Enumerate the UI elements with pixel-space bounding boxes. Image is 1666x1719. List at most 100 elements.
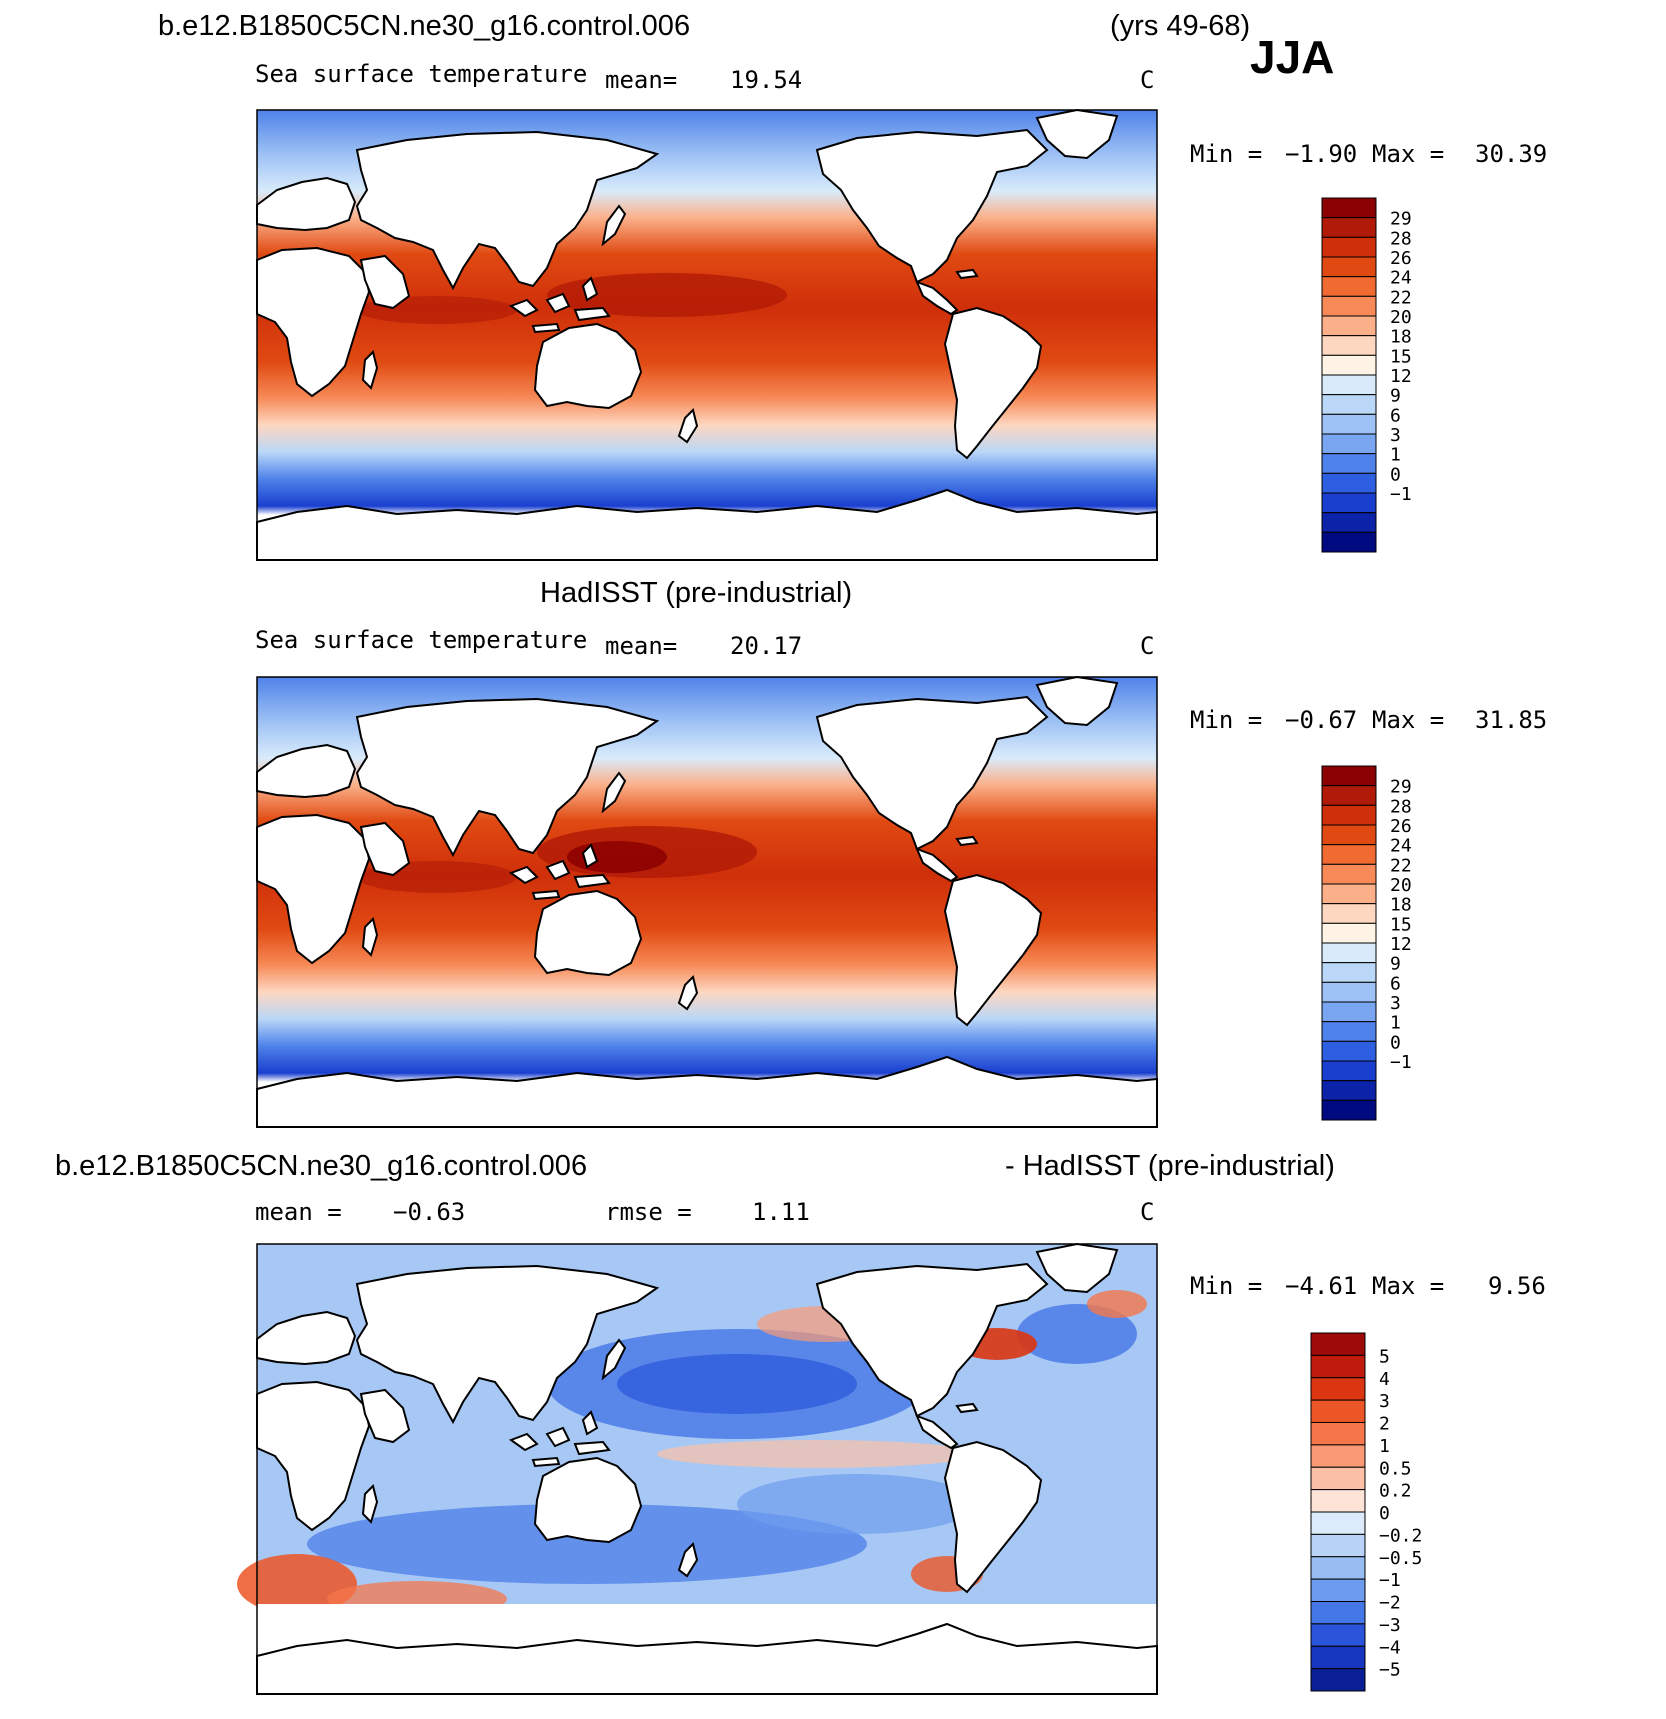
panel2-min-label: Min = [1190, 706, 1263, 734]
panel2-color-box [1321, 1001, 1377, 1023]
panel2-colorbar-label: 9 [1390, 954, 1401, 975]
panel2-color-box [1321, 903, 1377, 924]
panel3-max-value: 9.56 [1488, 1272, 1546, 1300]
panel2-colorbar-label: 28 [1390, 796, 1412, 817]
panel1-color-box [1321, 217, 1377, 238]
panel1-min-value: −1.90 [1285, 140, 1358, 168]
panel3-colorbar-label: −0.2 [1379, 1525, 1422, 1546]
panel1-colorbar-label: 15 [1390, 346, 1412, 367]
panel1-color-box [1321, 394, 1377, 415]
panel3-color-box [1310, 1645, 1366, 1670]
panel1-map [256, 109, 1158, 561]
panel3-colorbar-label: −4 [1379, 1637, 1401, 1658]
panel1-colorbar-label: 0 [1390, 464, 1401, 485]
panel1-colorbar-label: 18 [1390, 327, 1412, 348]
panel3-colorbar-label: 0.2 [1379, 1481, 1412, 1502]
panel1-color-box [1321, 354, 1377, 376]
panel3-color-box [1310, 1668, 1366, 1692]
panel1-max-value: 30.39 [1475, 140, 1548, 168]
panel2-color-box [1321, 1021, 1377, 1042]
panel2-color-box [1321, 1040, 1377, 1062]
panel2-mean-value: 20.17 [730, 632, 803, 660]
panel1-colorbar-label: 20 [1390, 307, 1412, 328]
panel3-colorbar-label: 5 [1379, 1346, 1390, 1367]
panel3-color-box [1310, 1444, 1366, 1468]
panel1-min-label: Min = [1190, 140, 1263, 168]
panel2-colorbar-label: 20 [1390, 875, 1412, 896]
panel1-colorbar-label: 24 [1390, 268, 1412, 289]
panel2-colorbar-label: 24 [1390, 836, 1412, 857]
panel2-colorbar-label: 29 [1390, 777, 1412, 798]
panel3-color-box [1310, 1489, 1366, 1513]
panel2-color-box [1321, 824, 1377, 846]
panel2-colorbar-label: 1 [1390, 1013, 1401, 1034]
panel2-color-box [1321, 981, 1377, 1003]
panel3-colorbar-label: 2 [1379, 1414, 1390, 1435]
panel1-colorbar-label: 26 [1390, 248, 1412, 269]
panel1-colorbar-label: 3 [1390, 425, 1401, 446]
panel3-color-box [1310, 1422, 1366, 1446]
panel3-color-box [1310, 1511, 1366, 1535]
panel1-title: b.e12.B1850C5CN.ne30_g16.control.006 [158, 10, 691, 42]
panel3-color-box [1310, 1578, 1366, 1602]
panel3-map [237, 1243, 1158, 1695]
panel1-color-box [1321, 315, 1377, 337]
panel2-units: C [1140, 632, 1155, 660]
panel3-color-box [1310, 1377, 1366, 1401]
panel2-colorbar-label: 0 [1390, 1032, 1401, 1053]
panel2-max-value: 31.85 [1475, 706, 1548, 734]
panel3-colorbar-label: 0 [1379, 1503, 1390, 1524]
panel3-mean-label: mean = [255, 1198, 342, 1226]
panel3-color-box [1310, 1332, 1366, 1356]
panel1-color-box [1321, 453, 1377, 474]
panel1-color-box [1321, 512, 1377, 533]
panel1-color-box [1321, 492, 1377, 514]
panel2-colorbar-label: 22 [1390, 855, 1412, 876]
panel1-color-box [1321, 276, 1377, 297]
panel3-mean-value: −0.63 [393, 1198, 466, 1226]
panel3-colorbar-label: −5 [1379, 1660, 1401, 1681]
panel3-color-box [1310, 1466, 1366, 1491]
panel1-colorbar-label: 9 [1390, 386, 1401, 407]
panel1-color-box [1321, 433, 1377, 455]
panel2-max-label: Max = [1372, 706, 1445, 734]
season-label: JJA [1250, 31, 1335, 83]
panel1-colorbar-label: 6 [1390, 405, 1401, 426]
panel2-mean-label: mean= [605, 632, 678, 660]
panel1-mean-value: 19.54 [730, 66, 803, 94]
panel2-map [256, 676, 1158, 1128]
panel3-rmse-value: 1.11 [752, 1198, 810, 1226]
panel2-color-box [1321, 962, 1377, 983]
panel2-color-box [1321, 785, 1377, 806]
panel3-min-label: Min = [1190, 1272, 1263, 1300]
panel3-color-box [1310, 1623, 1366, 1647]
panel3-color-box [1310, 1354, 1366, 1379]
panel2-variable: Sea surface temperature [255, 626, 588, 654]
panel3-min-value: −4.61 [1285, 1272, 1358, 1300]
panel3-title-left: b.e12.B1850C5CN.ne30_g16.control.006 [55, 1150, 588, 1182]
panel1-colorbar-label: 29 [1390, 209, 1412, 230]
panel3-colorbar-label: −0.5 [1379, 1548, 1422, 1569]
panel3-units: C [1140, 1198, 1155, 1226]
panel3-color-box [1310, 1601, 1366, 1625]
panel2-color-box [1321, 863, 1377, 885]
panel2-color-box [1321, 942, 1377, 964]
panel1-color-box [1321, 197, 1377, 219]
panel1-max-label: Max = [1372, 140, 1445, 168]
panel2-colorbar-label: 15 [1390, 914, 1412, 935]
panel3-color-box [1310, 1556, 1366, 1580]
panel2-color-box [1321, 1099, 1377, 1121]
years-label: (yrs 49-68) [1110, 10, 1251, 42]
panel2-color-box [1321, 1060, 1377, 1082]
panel2-color-box [1321, 922, 1377, 944]
panel3-colorbar-label: 3 [1379, 1391, 1390, 1412]
panel1-colorbar-label: 22 [1390, 287, 1412, 308]
panel3-colorbar-label: −1 [1379, 1570, 1401, 1591]
panel2-title: HadISST (pre-industrial) [540, 577, 853, 609]
panel1-color-box [1321, 236, 1377, 258]
panel3-colorbar-label: 0.5 [1379, 1458, 1412, 1479]
panel3-colorbar-label: −3 [1379, 1615, 1401, 1636]
